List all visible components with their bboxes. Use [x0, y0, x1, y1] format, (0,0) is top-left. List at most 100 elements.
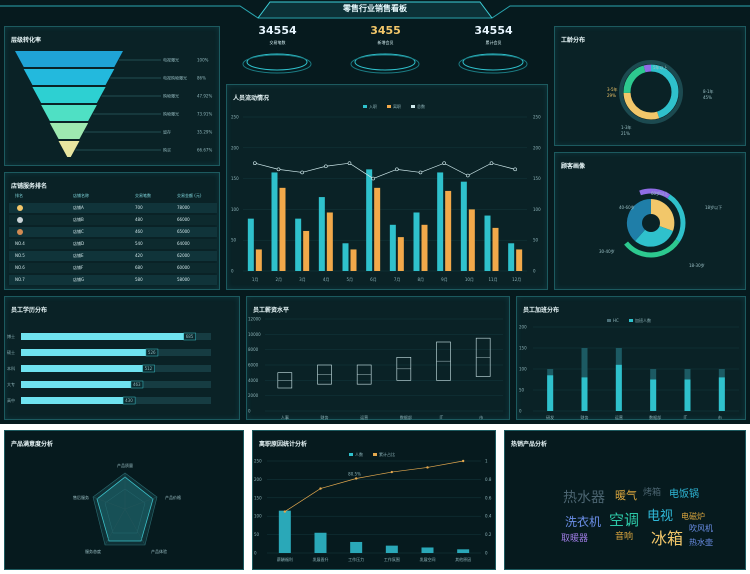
header-bar: 零售行业销售看板 — [0, 0, 750, 22]
word-cloud-item[interactable]: 洗衣机 — [565, 515, 602, 529]
resign-bar — [314, 532, 327, 553]
panel-title: 顾客画像 — [561, 163, 586, 170]
profile-label-3: 18岁以下 — [705, 205, 723, 210]
bar-leave — [303, 230, 310, 271]
word-cloud-item[interactable]: 音响 — [615, 532, 634, 542]
table-cell: 60000 — [177, 265, 190, 270]
y2-tick: 50 — [533, 238, 539, 243]
bar-hire — [295, 218, 302, 271]
salary-chart: 0 2000 4000 6000 8000 10000 12000 人事 财务 运营 数据部 IT 市 — [248, 317, 503, 420]
radar-axis-label: 服务态度 — [85, 549, 101, 554]
table-row[interactable] — [9, 227, 217, 237]
x-tick: 工作压力 — [348, 556, 364, 562]
funnel-value: 73.91% — [197, 112, 212, 117]
y-tick: 6000 — [248, 363, 259, 368]
overtime-panel: 员工加班分布 HC 加班人数 0 50 100 150 200 研发 财务 运营 数据部 IT 市 — [516, 296, 746, 420]
panel-title: 员工学历分布 — [11, 307, 48, 314]
bar-leave — [279, 187, 286, 271]
word-cloud-item[interactable]: 热水器 — [563, 490, 605, 506]
line-point — [371, 176, 375, 181]
x-tick: 8月 — [418, 277, 425, 282]
table-row[interactable] — [9, 215, 217, 225]
funnel-label: 购买 — [163, 147, 171, 153]
y-tick: 100 — [519, 367, 527, 372]
funnel-label: 电视购物曝光 — [163, 75, 187, 81]
table-row[interactable] — [9, 239, 217, 249]
word-cloud-item[interactable]: 热水壶 — [689, 538, 713, 547]
line-point — [253, 161, 257, 165]
legend-swatch — [607, 319, 611, 322]
kpi-total-members: 34554 累计会员 — [456, 24, 531, 76]
people-flow-panel: 人员流动情况 入职 离职 总数 0 0 50 50 100 100 150 150 200 200 250… — [226, 84, 548, 290]
table-cell: 店铺A — [73, 205, 84, 210]
edu-bar — [21, 349, 146, 356]
x-tick: 6月 — [370, 277, 377, 282]
table-row[interactable] — [9, 263, 217, 273]
line-point — [354, 477, 358, 480]
word-cloud-item[interactable]: 取暖器 — [561, 534, 589, 544]
x-tick: IT — [440, 415, 444, 420]
table-cell: 420 — [135, 253, 143, 258]
edu-bar — [21, 397, 124, 404]
legend-swatch — [629, 319, 633, 322]
x-tick: 7月 — [394, 277, 401, 282]
panel-title: 工龄分布 — [561, 37, 586, 44]
word-cloud-item[interactable]: 暖气 — [615, 489, 637, 502]
radar-axis-label: 产品质量 — [117, 463, 133, 468]
y2-tick: 250 — [533, 115, 541, 120]
y2-tick: 0.4 — [485, 514, 492, 519]
y-tick: 12000 — [248, 317, 261, 322]
resign-bar — [278, 510, 291, 553]
table-cell: 店铺D — [73, 241, 85, 246]
table-cell: 店铺B — [73, 217, 84, 222]
word-cloud-item[interactable]: 电饭锅 — [669, 489, 699, 500]
funnel-value: 35.29% — [197, 130, 212, 135]
total-line — [254, 162, 516, 179]
people-flow-chart: 入职 离职 总数 0 0 50 50 100 100 150 150 200 200 250 250 1月 2月… — [231, 103, 541, 282]
table-cell: NO.5 — [15, 253, 25, 258]
table-cell: 78000 — [177, 205, 190, 210]
y2-tick: 1 — [485, 459, 488, 464]
word-cloud-item[interactable]: 冰箱 — [651, 529, 684, 548]
legend-swatch — [373, 453, 377, 456]
funnel-value: 47.92% — [197, 94, 212, 99]
table-cell: 480 — [135, 217, 143, 222]
wy-label-3: 1-3年 21% — [621, 125, 632, 136]
table-row[interactable] — [9, 275, 217, 285]
funnel-value: 66.67% — [197, 148, 212, 153]
word-cloud-item[interactable]: 电磁炉 — [681, 512, 705, 521]
word-cloud-item[interactable]: 吹风机 — [689, 524, 713, 533]
bar-hire — [366, 169, 373, 271]
table-cell: 62000 — [177, 253, 190, 258]
resign-bar — [385, 545, 398, 553]
edu-bar — [21, 381, 131, 388]
word-cloud-item[interactable]: 电视 — [647, 509, 674, 524]
line-point — [466, 173, 470, 178]
funnel-segment — [15, 51, 123, 67]
funnel-value: 86% — [197, 76, 206, 81]
bar-leave — [516, 249, 523, 271]
legend-label: 入职 — [369, 104, 377, 109]
panel-title: 人员流动情况 — [233, 95, 270, 102]
bar-value: 463 — [133, 382, 141, 387]
kpi-label: 新增会员 — [377, 40, 394, 45]
bar-hire — [413, 212, 420, 271]
word-cloud-item[interactable]: 空调 — [609, 511, 640, 529]
y-tick: 50 — [519, 388, 525, 393]
x-tick: 10月 — [465, 277, 474, 282]
line-point — [390, 470, 394, 474]
y-tick: 大专 — [7, 381, 15, 387]
bar-overtime — [684, 379, 691, 411]
value-badge — [130, 380, 144, 389]
kpi-label: 交易笔数 — [269, 40, 286, 45]
bar-value: 526 — [148, 350, 156, 355]
table-row[interactable] — [9, 251, 217, 261]
x-tick: 发展晋升 — [313, 556, 329, 562]
funnel-label: 购物曝光 — [163, 93, 179, 99]
table-row[interactable] — [9, 203, 217, 213]
legend-label: 总数 — [417, 103, 425, 109]
bar-leave — [397, 237, 404, 271]
panel-title: 店铺服务排名 — [11, 183, 48, 190]
word-cloud-item[interactable]: 烤箱 — [643, 488, 662, 498]
bar-leave — [374, 187, 381, 271]
